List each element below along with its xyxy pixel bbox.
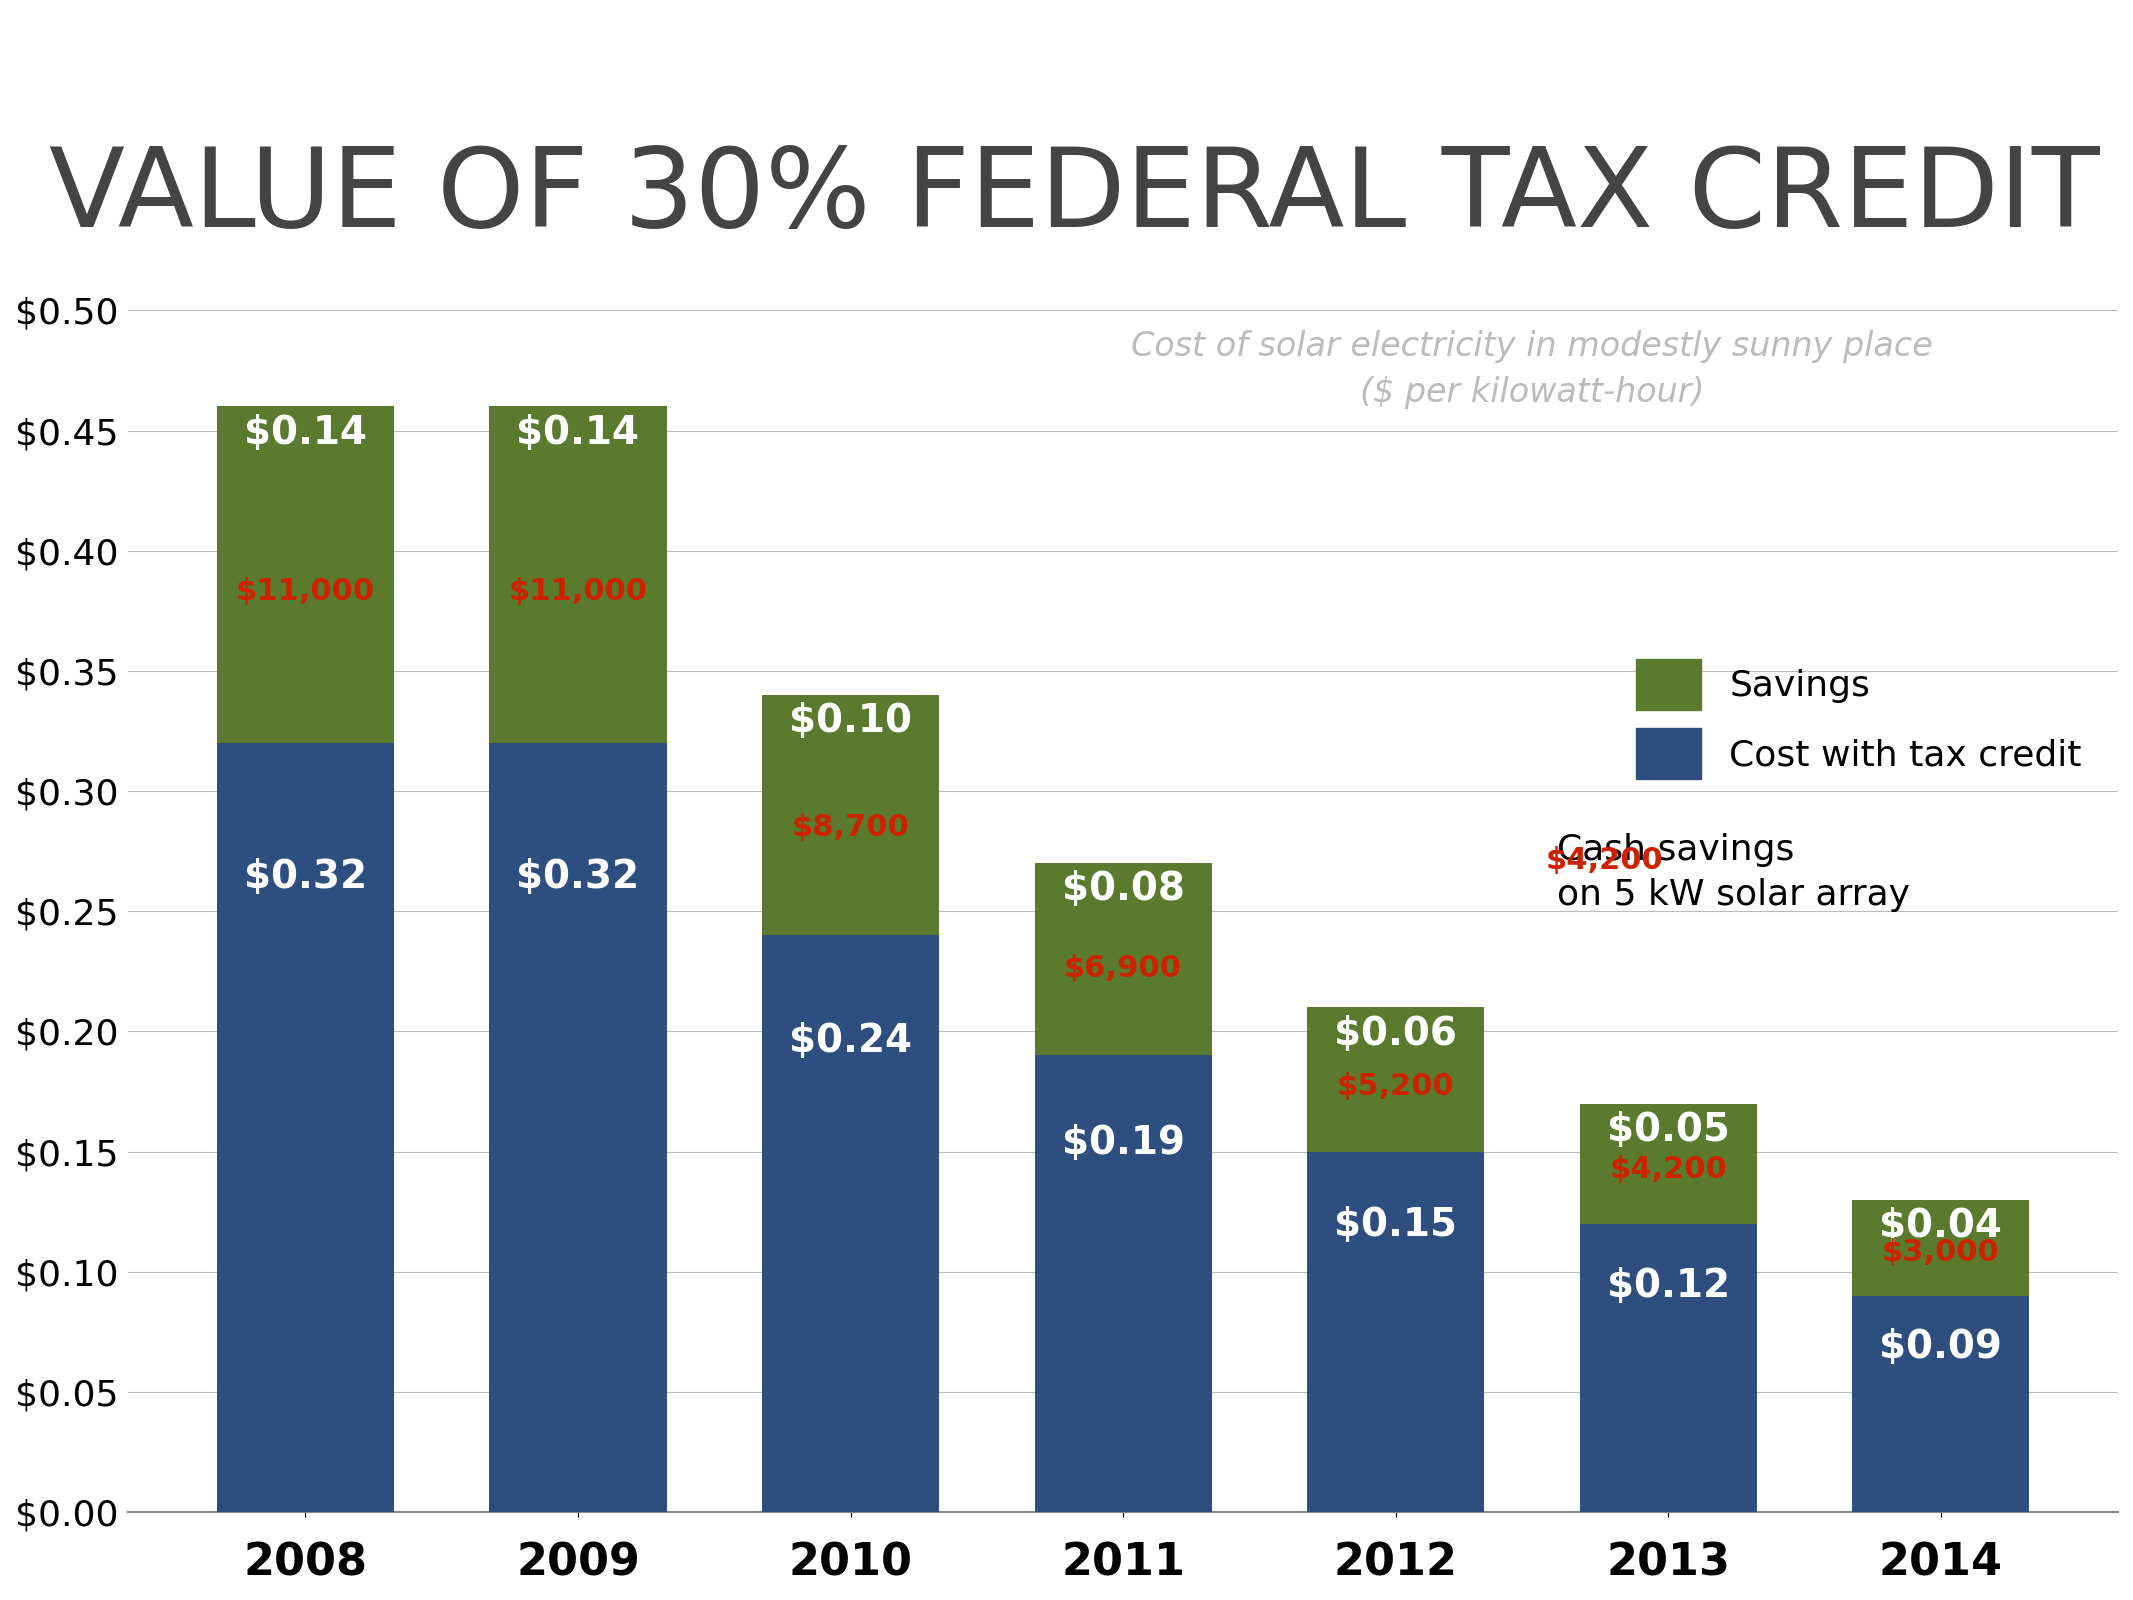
Bar [1851, 1296, 2028, 1512]
Text: $0.14: $0.14 [516, 414, 640, 451]
Bar [1308, 1152, 1485, 1512]
Text: $8,700: $8,700 [791, 813, 909, 842]
Text: $5,200: $5,200 [1337, 1072, 1455, 1101]
Bar [1035, 1056, 1212, 1512]
Text: $0.32: $0.32 [243, 858, 367, 896]
Text: $0.06: $0.06 [1335, 1014, 1457, 1053]
Text: $11,000: $11,000 [508, 578, 648, 606]
Text: $3,000: $3,000 [1881, 1238, 2001, 1267]
Text: $0.19: $0.19 [1062, 1123, 1184, 1162]
Text: $0.14: $0.14 [243, 414, 367, 451]
Bar [218, 406, 395, 742]
Bar [1581, 1104, 1758, 1224]
Text: $0.12: $0.12 [1606, 1267, 1730, 1306]
Text: $6,900: $6,900 [1064, 955, 1182, 984]
Text: $11,000: $11,000 [237, 578, 375, 606]
Bar [1851, 1200, 2028, 1296]
Bar [488, 742, 665, 1512]
Bar [1035, 862, 1212, 1056]
Text: Cash savings
on 5 kW solar array: Cash savings on 5 kW solar array [1557, 834, 1909, 912]
Text: $0.09: $0.09 [1879, 1328, 2003, 1366]
Text: $4,200: $4,200 [1610, 1155, 1728, 1184]
Text: Cost of solar electricity in modestly sunny place
($ per kilowatt-hour): Cost of solar electricity in modestly su… [1130, 330, 1932, 408]
Bar [218, 742, 395, 1512]
Bar [1581, 1224, 1758, 1512]
Text: $0.15: $0.15 [1333, 1206, 1457, 1243]
Bar [761, 694, 939, 936]
Legend: Savings, Cost with tax credit: Savings, Cost with tax credit [1617, 642, 2101, 797]
Text: $0.32: $0.32 [516, 858, 640, 896]
Bar [761, 936, 939, 1512]
Text: $0.04: $0.04 [1879, 1206, 2003, 1245]
Text: $4,200: $4,200 [1546, 846, 1664, 875]
Text: $0.08: $0.08 [1062, 870, 1184, 909]
Text: VALUE OF 30% FEDERAL TAX CREDIT: VALUE OF 30% FEDERAL TAX CREDIT [49, 142, 2099, 250]
Text: $0.10: $0.10 [789, 702, 913, 741]
Text: $0.05: $0.05 [1606, 1110, 1730, 1149]
Bar [488, 406, 665, 742]
Text: $0.24: $0.24 [789, 1022, 913, 1059]
Bar [1308, 1008, 1485, 1152]
